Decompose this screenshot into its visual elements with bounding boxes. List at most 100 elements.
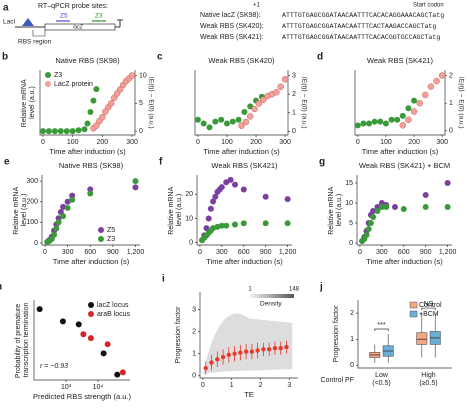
axes	[199, 292, 298, 379]
legend-label: LacZ protein	[54, 81, 93, 88]
x-tick-label: 300	[436, 139, 448, 146]
data-point	[367, 220, 374, 226]
data-point	[273, 89, 280, 96]
y-tick-label: 200	[26, 199, 38, 206]
colorbar	[250, 294, 294, 298]
data-point	[102, 108, 109, 115]
legend-marker	[45, 81, 51, 87]
x-axis-label: Control PF	[321, 377, 354, 384]
data-point	[365, 226, 372, 232]
data-point	[223, 222, 230, 229]
data-point	[205, 215, 212, 222]
y2-tick-label: 3	[292, 72, 296, 79]
y2-axis-label: ⟨E(t)⟩ − E(0) (a.u.)	[457, 76, 465, 128]
y-tick-label: 0	[189, 239, 193, 246]
data-point	[210, 198, 217, 205]
data-point	[255, 100, 263, 107]
y2-tick-label: 0	[139, 128, 143, 135]
panel-a: a RT–qPCR probe sites: LacI Z5 Z3 lacZ R…	[3, 3, 444, 46]
x-tick-label: 200	[408, 139, 420, 146]
repressor: LacI	[3, 19, 15, 26]
x-tick-label: 900	[420, 249, 432, 256]
panel-letter: g	[319, 157, 325, 168]
x-axis-label: Time after induction (s)	[366, 257, 443, 266]
rbs-bracket	[32, 30, 46, 37]
panel-letter: a	[3, 3, 9, 14]
data-point	[399, 122, 407, 129]
data-point	[371, 118, 378, 125]
data-point	[394, 116, 401, 123]
x-tick-label: 100	[67, 139, 79, 146]
data-point	[278, 346, 283, 351]
panel-letter: i	[162, 274, 165, 285]
x-axis-label: TE	[244, 390, 254, 399]
data-point	[374, 208, 381, 214]
annotation: NS	[424, 301, 434, 308]
data-point	[226, 352, 232, 358]
colorbar-tick-label: 1	[248, 287, 252, 293]
data-point	[63, 128, 70, 135]
x-tick-label: 0	[43, 249, 47, 256]
data-point	[410, 108, 418, 115]
plus-one: +1	[253, 3, 261, 9]
x-tick-label: 1,200	[279, 249, 297, 256]
y-tick-label: 15	[345, 180, 353, 187]
x-tick-label: 1	[230, 382, 234, 389]
panel-e: e Native RBS (SK98) 0 300 600 900 1,200 0 100 200…	[4, 157, 144, 266]
y2-tick-label: 2	[449, 72, 453, 79]
legend-label: Control	[419, 302, 442, 309]
x-tick-label: 0	[356, 139, 360, 146]
axes	[194, 70, 289, 136]
x-tick-label: 1,200	[127, 249, 145, 256]
panel-letter: e	[4, 157, 10, 168]
y-tick-label: 20	[185, 191, 193, 198]
data-point	[392, 204, 398, 210]
data-point	[220, 354, 226, 360]
data-point	[69, 128, 76, 135]
x-tick-label: High	[421, 372, 436, 379]
data-point	[99, 113, 106, 121]
data-point	[51, 231, 58, 238]
x-tick-label: 0	[358, 249, 362, 256]
box	[416, 332, 428, 345]
data-point	[284, 344, 289, 350]
panel-j: j 0 1 2 Control PF Progression factor Low(<0.5…	[319, 282, 452, 387]
data-point	[57, 128, 64, 135]
legend-marker	[88, 302, 94, 308]
data-point	[243, 349, 249, 354]
y-tick-label: 3	[192, 306, 196, 313]
sequence: ATTTGTGAGCGGATAACAATTTCACACGGTGCCAGCTatg	[282, 34, 440, 41]
data-point	[377, 118, 384, 125]
data-point	[399, 112, 406, 119]
data-point	[246, 113, 254, 120]
panel-title: Native RBS (SK98)	[55, 56, 120, 65]
legend-marker	[88, 311, 94, 317]
x-tick-label: 0	[41, 139, 45, 146]
y-axis-label: Relative mRNA level (a.u.)	[168, 185, 183, 234]
start-codon: Start codon	[413, 3, 444, 9]
data-point	[119, 369, 126, 376]
data-point	[223, 120, 230, 127]
significance-bracket	[421, 307, 436, 311]
annotation: r = −0.93	[40, 363, 68, 370]
data-point	[422, 204, 429, 210]
data-point	[87, 109, 94, 116]
panel-title: Weak RBS (SK421)	[211, 161, 278, 170]
y-tick-label: 2	[192, 329, 196, 336]
data-point	[232, 351, 237, 356]
y2-tick-label: 0	[449, 128, 453, 135]
data-point	[251, 105, 258, 113]
data-point	[433, 77, 440, 85]
data-point	[405, 116, 412, 124]
y-tick-label: 2	[350, 310, 354, 317]
data-point	[36, 306, 43, 313]
data-point	[218, 222, 225, 229]
data-point	[75, 321, 82, 328]
panel-letter: j	[319, 282, 323, 293]
gene-box	[44, 23, 116, 31]
y-axis-label: Relative mRNA level (a.u.)	[328, 185, 343, 234]
legend-marker	[98, 227, 104, 233]
